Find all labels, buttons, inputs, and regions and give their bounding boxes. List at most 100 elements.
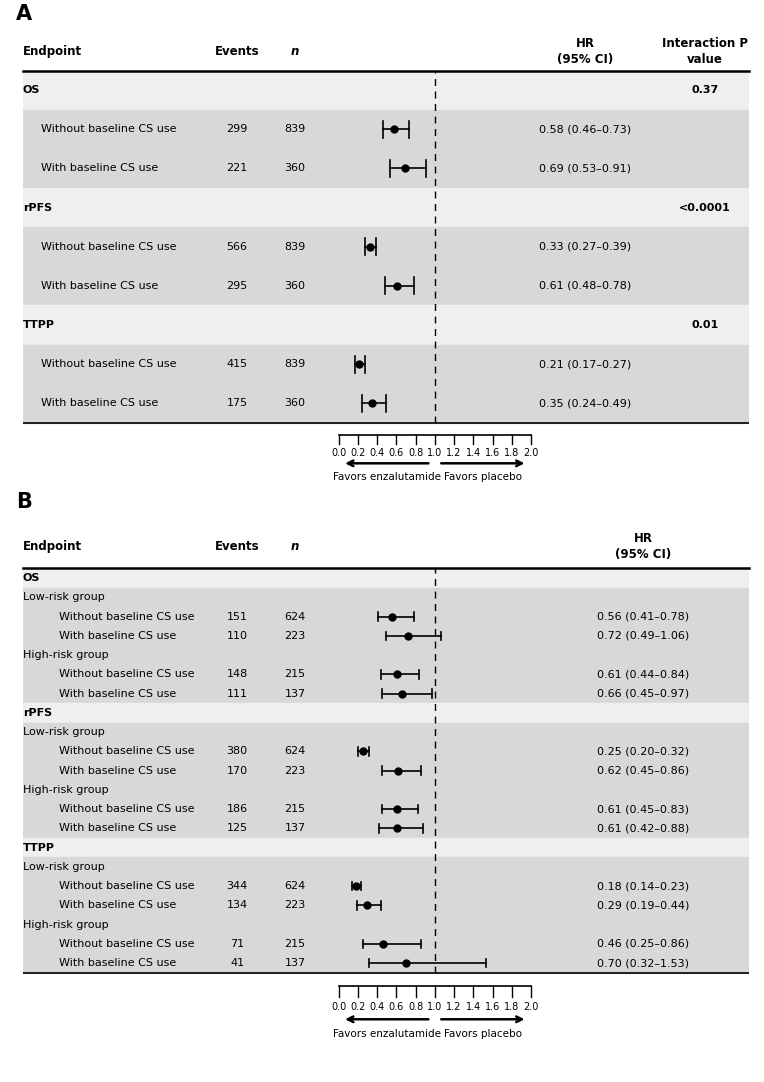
Text: Events: Events xyxy=(215,540,259,553)
Text: 415: 415 xyxy=(226,359,248,369)
Text: 295: 295 xyxy=(226,281,248,291)
Text: 0.72 (0.49–1.06): 0.72 (0.49–1.06) xyxy=(597,631,690,641)
Text: 0.37: 0.37 xyxy=(691,85,719,95)
Text: 2.0: 2.0 xyxy=(523,1002,539,1012)
Bar xyxy=(23,384,749,423)
Text: With baseline CS use: With baseline CS use xyxy=(60,688,176,699)
Text: 223: 223 xyxy=(284,900,306,910)
Text: 360: 360 xyxy=(285,281,306,291)
Text: 0.69 (0.53–0.91): 0.69 (0.53–0.91) xyxy=(539,163,631,173)
Text: With baseline CS use: With baseline CS use xyxy=(60,766,176,776)
Bar xyxy=(23,32,749,70)
Text: Low-risk group: Low-risk group xyxy=(23,592,105,603)
Text: <0.0001: <0.0001 xyxy=(679,202,731,212)
Text: HR
(95% CI): HR (95% CI) xyxy=(615,532,672,562)
Text: 0.8: 0.8 xyxy=(408,1002,423,1012)
Text: 839: 839 xyxy=(284,124,306,134)
Text: 0.61 (0.45–0.83): 0.61 (0.45–0.83) xyxy=(597,804,689,814)
Text: A: A xyxy=(15,4,32,24)
Text: 0.18 (0.14–0.23): 0.18 (0.14–0.23) xyxy=(597,881,690,892)
Text: 134: 134 xyxy=(226,900,248,910)
Text: Without baseline CS use: Without baseline CS use xyxy=(60,670,195,679)
Text: 1.6: 1.6 xyxy=(485,1002,500,1012)
Bar xyxy=(23,305,749,344)
Text: 0.01: 0.01 xyxy=(691,320,719,330)
Bar xyxy=(23,800,749,819)
Bar xyxy=(23,188,749,227)
Text: 215: 215 xyxy=(284,804,306,814)
Text: 624: 624 xyxy=(284,747,306,756)
Text: Without baseline CS use: Without baseline CS use xyxy=(60,881,195,892)
Bar xyxy=(23,626,749,646)
Text: 1.8: 1.8 xyxy=(504,1002,520,1012)
Bar xyxy=(23,646,749,664)
Bar xyxy=(23,607,749,626)
Text: With baseline CS use: With baseline CS use xyxy=(41,163,158,173)
Text: 0.61 (0.42–0.88): 0.61 (0.42–0.88) xyxy=(597,823,690,833)
Bar xyxy=(23,935,749,953)
Text: Favors placebo: Favors placebo xyxy=(444,472,522,481)
Text: 0.66 (0.45–0.97): 0.66 (0.45–0.97) xyxy=(597,688,690,699)
Text: 137: 137 xyxy=(284,823,306,833)
Bar xyxy=(23,761,749,780)
Text: 151: 151 xyxy=(227,611,248,622)
Text: 2.0: 2.0 xyxy=(523,448,539,458)
Text: OS: OS xyxy=(23,85,40,95)
Text: HR
(95% CI): HR (95% CI) xyxy=(557,37,613,66)
Text: 1.2: 1.2 xyxy=(446,448,461,458)
Text: TTPP: TTPP xyxy=(23,843,55,853)
Text: 111: 111 xyxy=(227,688,248,699)
Text: Without baseline CS use: Without baseline CS use xyxy=(41,359,176,369)
Text: 624: 624 xyxy=(284,881,306,892)
Text: OS: OS xyxy=(23,573,40,583)
Bar xyxy=(23,742,749,761)
Text: 1.4: 1.4 xyxy=(465,1002,481,1012)
Text: 110: 110 xyxy=(227,631,248,641)
Text: n: n xyxy=(291,540,299,553)
Text: With baseline CS use: With baseline CS use xyxy=(60,959,176,968)
Text: 0.70 (0.32–1.53): 0.70 (0.32–1.53) xyxy=(597,959,689,968)
Text: 0.2: 0.2 xyxy=(350,448,365,458)
Text: 223: 223 xyxy=(284,631,306,641)
Text: 1.6: 1.6 xyxy=(485,448,500,458)
Bar xyxy=(23,70,749,109)
Bar xyxy=(23,839,749,857)
Bar xyxy=(23,266,749,305)
Bar xyxy=(23,684,749,703)
Text: n: n xyxy=(291,45,299,58)
Text: 0.35 (0.24–0.49): 0.35 (0.24–0.49) xyxy=(539,398,632,408)
Bar xyxy=(23,703,749,723)
Text: Favors enzalutamide: Favors enzalutamide xyxy=(333,1029,441,1039)
Bar xyxy=(23,568,749,588)
Text: rPFS: rPFS xyxy=(23,202,52,212)
Text: 360: 360 xyxy=(285,398,306,408)
Text: 0.0: 0.0 xyxy=(331,448,346,458)
Text: 215: 215 xyxy=(284,939,306,949)
Text: With baseline CS use: With baseline CS use xyxy=(60,900,176,910)
Text: Low-risk group: Low-risk group xyxy=(23,727,105,737)
Text: 0.61 (0.44–0.84): 0.61 (0.44–0.84) xyxy=(597,670,690,679)
Text: Without baseline CS use: Without baseline CS use xyxy=(60,747,195,756)
Text: 223: 223 xyxy=(284,766,306,776)
Text: 0.6: 0.6 xyxy=(389,1002,404,1012)
Text: 186: 186 xyxy=(226,804,248,814)
Text: With baseline CS use: With baseline CS use xyxy=(41,281,158,291)
Text: 344: 344 xyxy=(226,881,248,892)
Text: 0.56 (0.41–0.78): 0.56 (0.41–0.78) xyxy=(597,611,690,622)
Text: 0.62 (0.45–0.86): 0.62 (0.45–0.86) xyxy=(597,766,690,776)
Text: 215: 215 xyxy=(284,670,306,679)
Text: 0.25 (0.20–0.32): 0.25 (0.20–0.32) xyxy=(597,747,690,756)
Text: 0.21 (0.17–0.27): 0.21 (0.17–0.27) xyxy=(539,359,632,369)
Text: 41: 41 xyxy=(230,959,244,968)
Text: Without baseline CS use: Without baseline CS use xyxy=(41,124,176,134)
Text: 0.4: 0.4 xyxy=(370,1002,385,1012)
Bar xyxy=(23,149,749,188)
Bar xyxy=(23,857,749,876)
Bar xyxy=(23,588,749,607)
Text: Favors enzalutamide: Favors enzalutamide xyxy=(333,472,441,481)
Text: 221: 221 xyxy=(226,163,248,173)
Bar xyxy=(23,525,749,568)
Text: 0.29 (0.19–0.44): 0.29 (0.19–0.44) xyxy=(597,900,690,910)
Text: 1.0: 1.0 xyxy=(427,448,442,458)
Text: High-risk group: High-risk group xyxy=(23,650,108,660)
